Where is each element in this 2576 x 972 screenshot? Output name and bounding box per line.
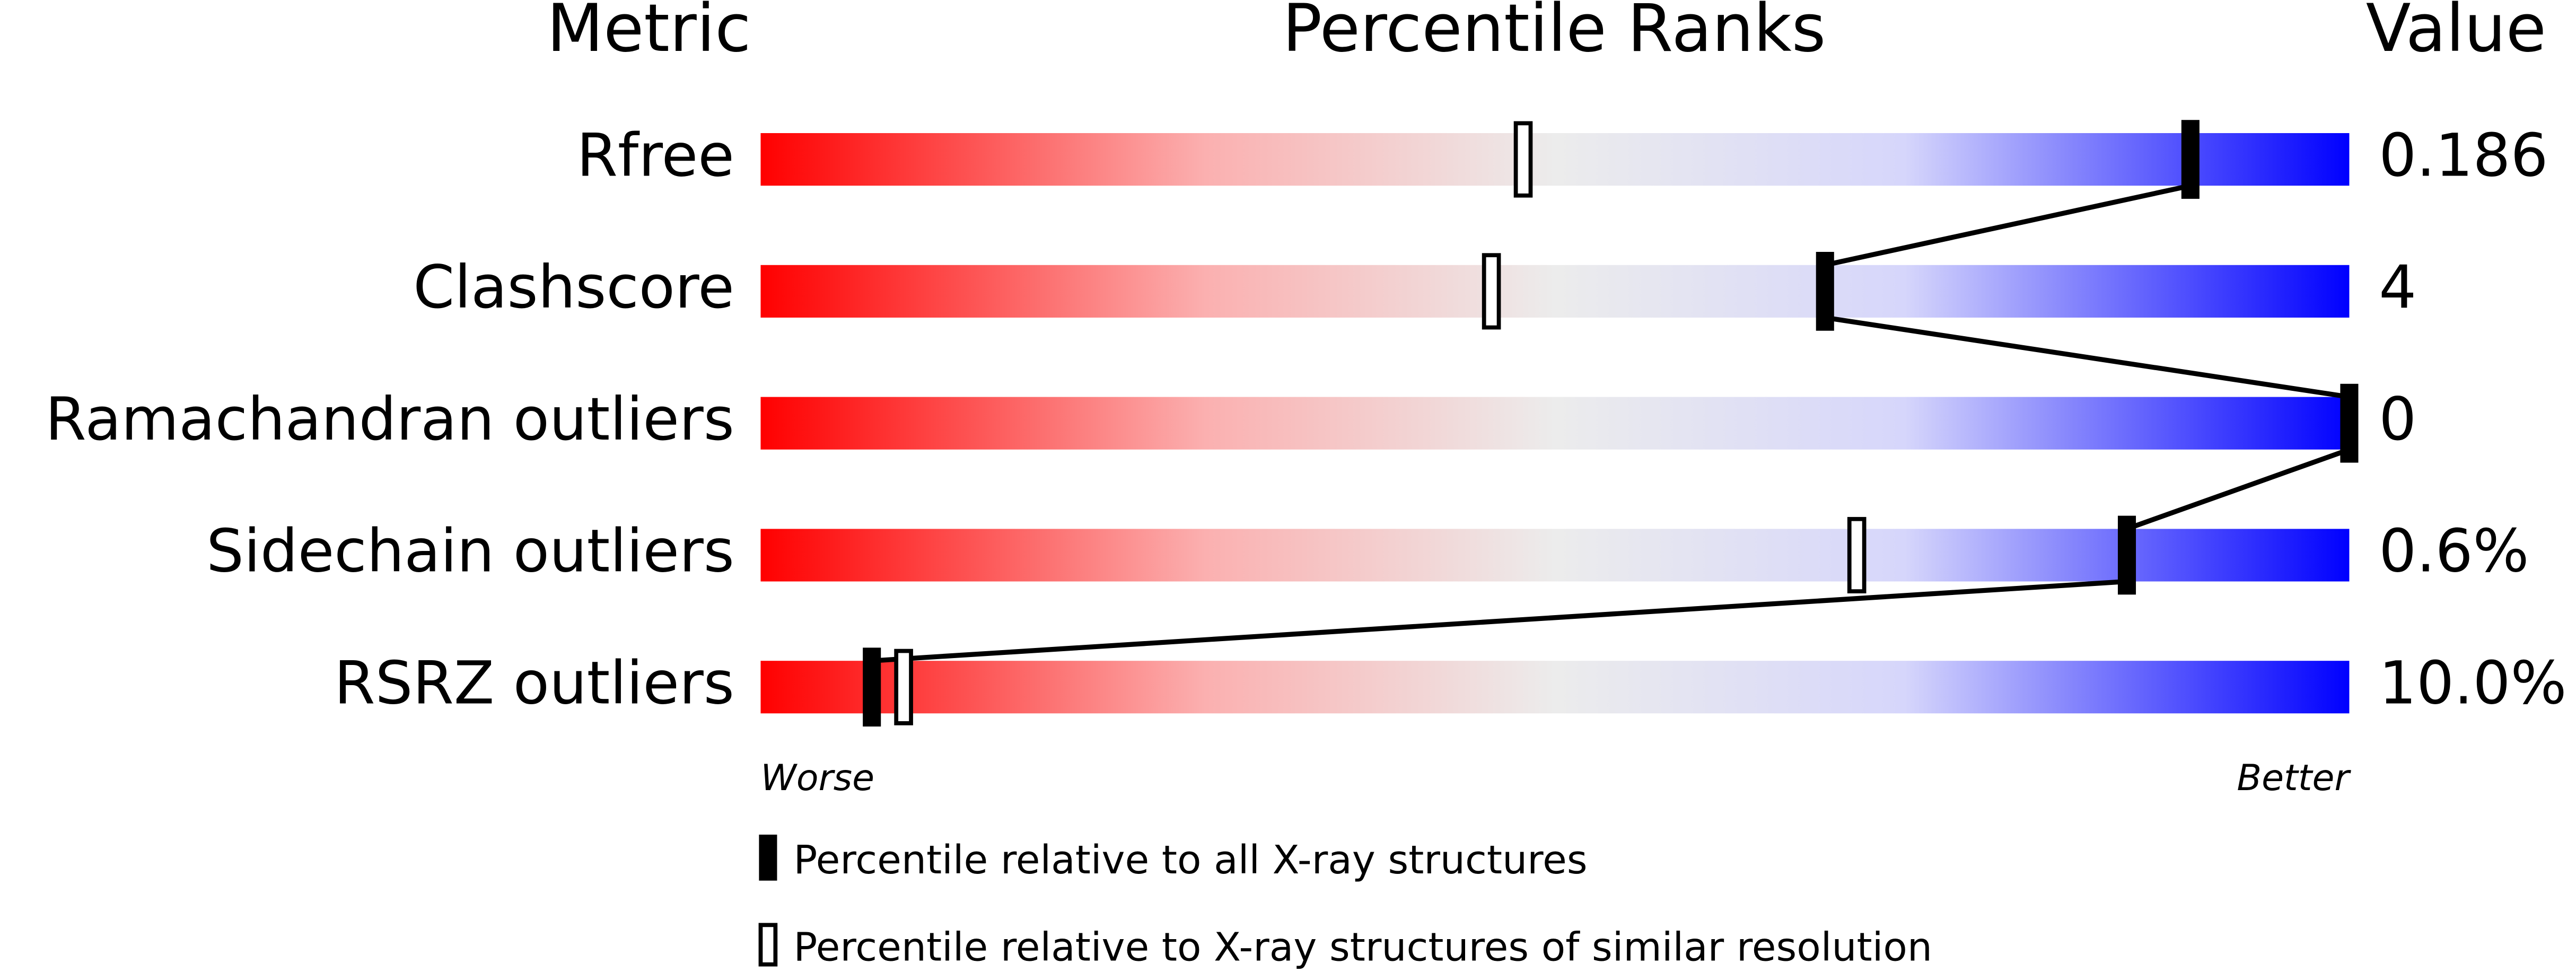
metric-header: Metric	[547, 0, 751, 67]
percentile-marker	[2117, 515, 2136, 595]
connector-line	[1824, 183, 2191, 268]
slider-bar	[760, 397, 2350, 450]
percentile-marker	[863, 647, 881, 727]
legend-swatch	[759, 834, 777, 881]
metric-value: 10.0%	[2379, 649, 2566, 717]
chart-title: Percentile Ranks	[1282, 0, 1826, 67]
slider-bar	[760, 133, 2350, 186]
percentile-marker	[1816, 252, 1834, 331]
metric-label: Clashscore	[413, 253, 734, 322]
better-label: Better	[2237, 757, 2351, 799]
metric-label: RSRZ outliers	[334, 649, 734, 717]
connector-line	[871, 579, 2127, 663]
legend-label: Percentile relative to X-ray structures …	[793, 924, 1932, 970]
metric-value: 0.6%	[2379, 517, 2529, 586]
slider-bar	[760, 661, 2350, 714]
percentile-marker-open	[894, 649, 913, 725]
percentile-marker-open	[1847, 516, 1867, 593]
legend-swatch	[758, 923, 778, 967]
legend-label: Percentile relative to all X-ray structu…	[793, 837, 1587, 883]
metric-label: Sidechain outliers	[206, 517, 734, 586]
connector-line	[1825, 315, 2350, 400]
metric-value: 0	[2379, 385, 2416, 454]
metric-value: 0.186	[2379, 121, 2548, 190]
slider-bar	[760, 265, 2350, 318]
worse-label: Worse	[760, 757, 874, 799]
percentile-marker-open	[1482, 253, 1501, 330]
connector-line	[2126, 447, 2351, 531]
metric-label: Rfree	[577, 121, 734, 190]
percentile-marker-open	[1513, 121, 1533, 198]
percentile-marker	[2340, 383, 2359, 463]
slider-bar	[760, 529, 2350, 582]
metric-value: 4	[2379, 253, 2416, 322]
percentile-marker	[2181, 120, 2200, 199]
value-header: Value	[2366, 0, 2546, 67]
metric-label: Ramachandran outliers	[45, 385, 734, 454]
